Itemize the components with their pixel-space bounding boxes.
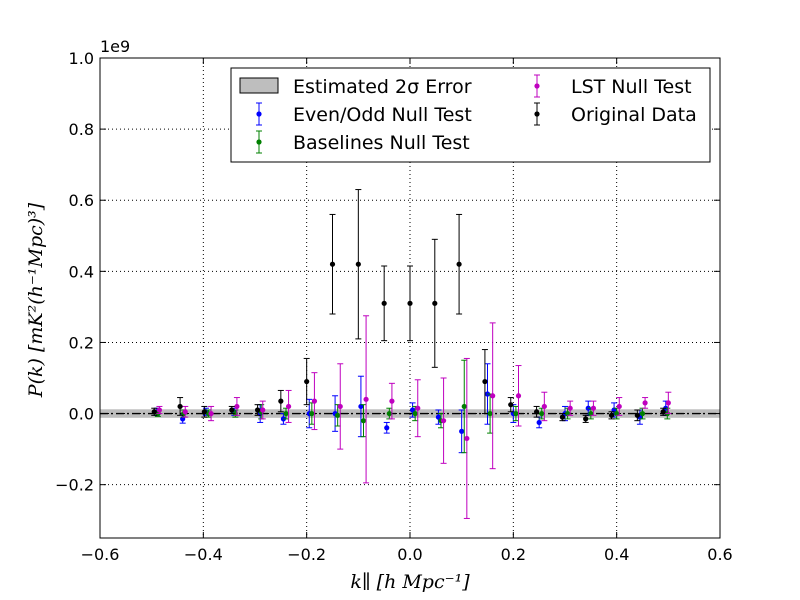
data-point xyxy=(665,400,671,406)
data-point xyxy=(412,410,418,417)
y-tick-label: 1.0 xyxy=(69,49,94,68)
data-point xyxy=(151,409,157,415)
data-point xyxy=(229,407,235,413)
data-point xyxy=(415,405,421,411)
legend-swatch-band xyxy=(239,77,279,94)
legend-swatch-marker xyxy=(534,83,540,89)
data-point xyxy=(567,405,573,411)
data-point xyxy=(182,409,188,415)
x-tick-label: 0.6 xyxy=(707,545,732,564)
data-point xyxy=(461,403,467,410)
data-point xyxy=(386,410,392,417)
data-point xyxy=(583,416,589,422)
data-point xyxy=(389,398,395,404)
axes-layer xyxy=(99,57,721,539)
y-tick-label: 0.2 xyxy=(69,333,94,352)
x-tick-label: −0.6 xyxy=(81,545,120,564)
data-point xyxy=(513,410,519,417)
legend-label: Estimated 2σ Error xyxy=(293,76,472,98)
data-point xyxy=(278,398,284,404)
data-point xyxy=(363,396,369,402)
data-point xyxy=(283,410,289,417)
y-tick-label: 0.4 xyxy=(69,262,94,281)
data-point xyxy=(559,414,566,420)
data-point xyxy=(536,419,542,426)
data-point xyxy=(639,410,646,417)
y-offset-label: 1e9 xyxy=(100,37,130,56)
series-layer xyxy=(151,189,672,519)
data-point xyxy=(355,261,361,267)
data-point xyxy=(634,412,640,418)
data-point xyxy=(360,418,367,424)
data-point xyxy=(642,400,648,406)
data-point xyxy=(508,402,514,408)
series-lst-null-test xyxy=(156,315,672,519)
data-point xyxy=(304,378,310,385)
data-point xyxy=(309,410,315,417)
legend-swatch-marker xyxy=(256,111,262,117)
x-tick-label: 0.2 xyxy=(501,545,526,564)
data-point xyxy=(337,403,343,410)
data-point xyxy=(440,418,447,424)
data-point xyxy=(487,410,493,417)
legend-swatch-marker xyxy=(534,111,540,117)
data-point xyxy=(459,428,465,434)
data-point xyxy=(208,410,214,417)
x-tick-label: 0.4 xyxy=(604,545,629,564)
data-point xyxy=(539,410,545,417)
data-point xyxy=(260,407,266,413)
y-tick-label: −0.2 xyxy=(55,476,94,495)
data-point xyxy=(156,407,163,413)
data-point xyxy=(285,403,292,410)
data-point xyxy=(201,409,207,415)
data-point xyxy=(407,300,413,306)
data-point xyxy=(177,403,183,410)
labels-layer: −0.6 −0.4 −0.2 0.0 0.2 0.4 0.6 −0.2 0.0 0.2 0.4 0.6… xyxy=(55,49,733,564)
data-point xyxy=(541,403,547,410)
legend-item: Baselines Null Test xyxy=(256,130,470,154)
y-tick-label: 0.0 xyxy=(69,405,94,424)
x-tick-label: 0.0 xyxy=(397,545,422,564)
legend-box xyxy=(230,67,711,163)
data-point xyxy=(616,403,622,410)
data-point xyxy=(464,435,470,442)
y-axis-title: P(k) [mK²(h⁻¹Mpc)³] xyxy=(25,202,47,398)
data-point xyxy=(329,261,336,267)
legend-label: Baselines Null Test xyxy=(293,132,470,154)
data-point xyxy=(456,261,462,267)
legend-item: Original Data xyxy=(534,102,697,126)
data-point xyxy=(482,378,488,385)
data-point xyxy=(432,300,438,306)
legend-label: Even/Odd Null Test xyxy=(293,104,472,126)
y-tick-label: 0.8 xyxy=(69,120,94,139)
data-point xyxy=(234,403,240,410)
x-tick-label: −0.4 xyxy=(184,545,223,564)
x-tick-label: −0.2 xyxy=(287,545,326,564)
data-point xyxy=(254,407,261,413)
legend-swatch-marker xyxy=(256,139,262,145)
data-point xyxy=(608,412,615,418)
legend: Estimated 2σ Error Even/Odd Null Test Base… xyxy=(230,67,711,163)
legend-item: LST Null Test xyxy=(534,74,692,98)
legend-label: Original Data xyxy=(571,104,697,126)
data-point xyxy=(335,412,341,418)
data-point xyxy=(490,393,496,399)
series-original-data xyxy=(151,189,667,423)
data-point xyxy=(311,398,318,404)
legend-item: Even/Odd Null Test xyxy=(256,102,472,126)
legend-item: Estimated 2σ Error xyxy=(239,76,472,98)
data-point xyxy=(384,425,390,431)
data-point xyxy=(381,300,387,306)
data-point xyxy=(590,405,597,411)
x-axis-title: k∥ [h Mpc⁻¹] xyxy=(350,571,470,593)
data-point xyxy=(660,409,666,415)
legend-label: LST Null Test xyxy=(571,76,692,98)
data-point xyxy=(515,393,522,399)
data-point xyxy=(533,409,540,415)
y-tick-label: 0.6 xyxy=(69,191,94,210)
